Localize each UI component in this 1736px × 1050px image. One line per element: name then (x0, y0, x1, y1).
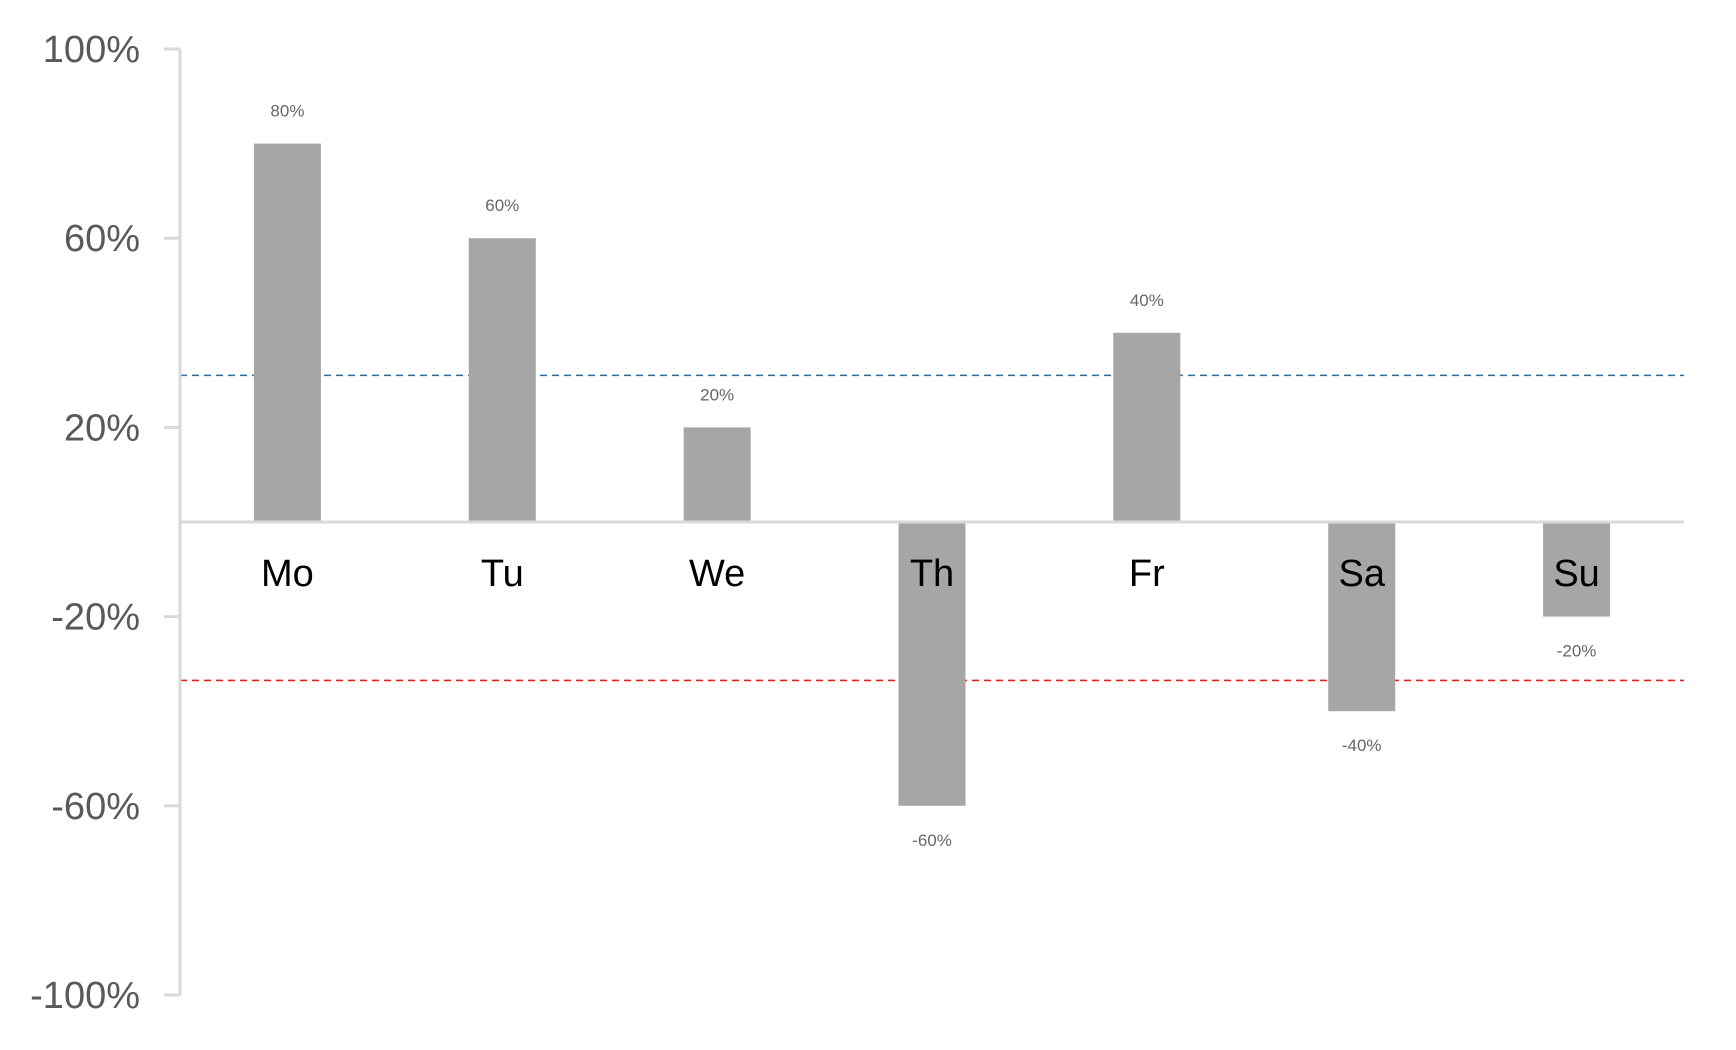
data-label-we: 20% (700, 385, 734, 404)
bar-th (898, 522, 966, 806)
category-label-sa: Sa (1338, 553, 1385, 595)
bar-tu (468, 238, 536, 522)
y-tick-label: -100% (30, 975, 140, 1017)
y-tick-label: -60% (51, 786, 140, 828)
reference-lines (180, 374, 1684, 682)
y-tick-label: 60% (64, 218, 140, 260)
data-label-th: -60% (912, 831, 952, 850)
y-tick-label: -20% (51, 597, 140, 639)
bar-we (683, 427, 751, 522)
bar-fr (1113, 332, 1181, 522)
category-label-tu: Tu (481, 553, 524, 595)
category-label-su: Su (1553, 553, 1599, 595)
data-label-fr: 40% (1130, 291, 1164, 310)
labels: 100% 60% 20% -20% -60% -100% Mo Tu We Th Fr Sa Su 80%… (30, 29, 1600, 1017)
bars (253, 143, 1611, 806)
category-label-mo: Mo (261, 553, 314, 595)
axes (164, 47, 1684, 997)
data-label-sa: -40% (1342, 736, 1382, 755)
y-tick-label: 20% (64, 407, 140, 449)
data-label-tu: 60% (485, 196, 519, 215)
category-label-we: We (689, 553, 745, 595)
bar-mo (253, 143, 321, 522)
category-label-fr: Fr (1129, 553, 1165, 595)
data-label-mo: 80% (270, 102, 304, 121)
category-label-th: Th (910, 553, 954, 595)
bar-sa (1328, 522, 1396, 712)
data-label-su: -20% (1557, 642, 1597, 661)
y-tick-label: 100% (43, 29, 140, 71)
bar-su (1543, 522, 1611, 617)
